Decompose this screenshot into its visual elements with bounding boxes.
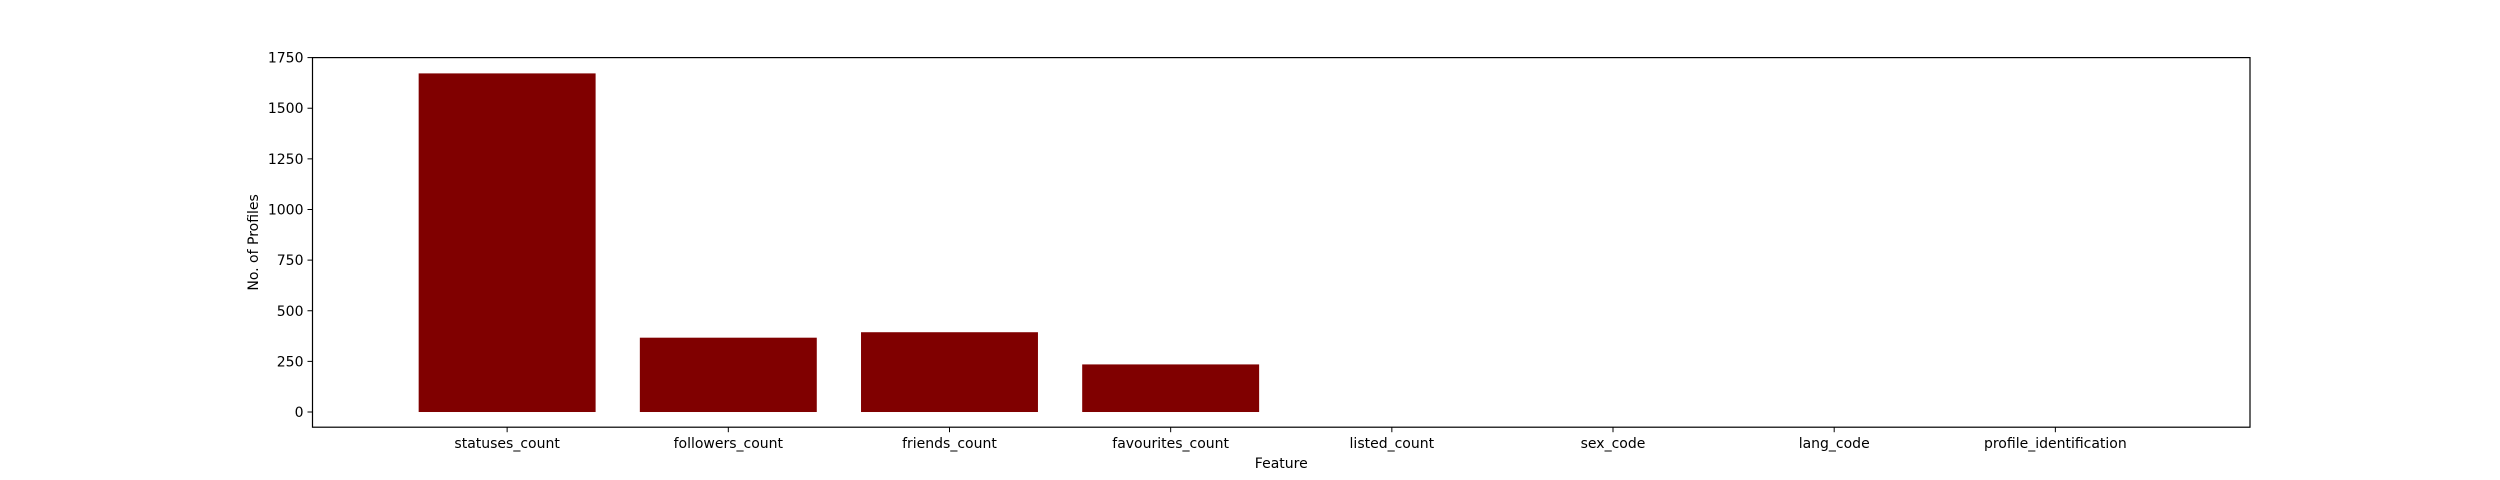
y-tick-label: 250: [277, 354, 304, 370]
y-tick-label: 500: [277, 304, 304, 320]
y-axis-label: No. of Profiles: [246, 194, 262, 290]
x-tick-label: profile_identification: [1984, 436, 2127, 452]
x-tick-label: listed_count: [1350, 436, 1435, 452]
x-tick-label: followers_count: [674, 436, 784, 452]
x-tick-label: statuses_count: [454, 436, 560, 452]
x-axis-label: Feature: [1255, 456, 1308, 472]
y-tick-label: 1750: [268, 51, 304, 67]
plot-frame: [311, 56, 2251, 428]
x-axis: statuses_count followers_count friends_cou…: [454, 427, 2127, 452]
x-tick-label: favourites_count: [1112, 436, 1229, 452]
y-tick-label: 1500: [268, 101, 304, 117]
bar-followers_count: [639, 337, 817, 413]
y-tick-label: 1250: [268, 152, 304, 168]
bars-group: [418, 73, 1260, 413]
y-axis: 0 250 500 750 1000 1250 1500 1750: [268, 51, 313, 421]
x-tick-label: sex_code: [1581, 436, 1646, 452]
x-tick-label: friends_count: [902, 436, 997, 452]
bar-friends_count: [861, 332, 1038, 413]
y-tick-label: 750: [277, 253, 304, 269]
bar-statuses_count: [418, 73, 596, 413]
y-tick-label: 1000: [268, 202, 304, 218]
y-tick-label: 0: [295, 405, 304, 421]
x-tick-label: lang_code: [1799, 436, 1870, 452]
bar-favourites_count: [1082, 364, 1260, 413]
